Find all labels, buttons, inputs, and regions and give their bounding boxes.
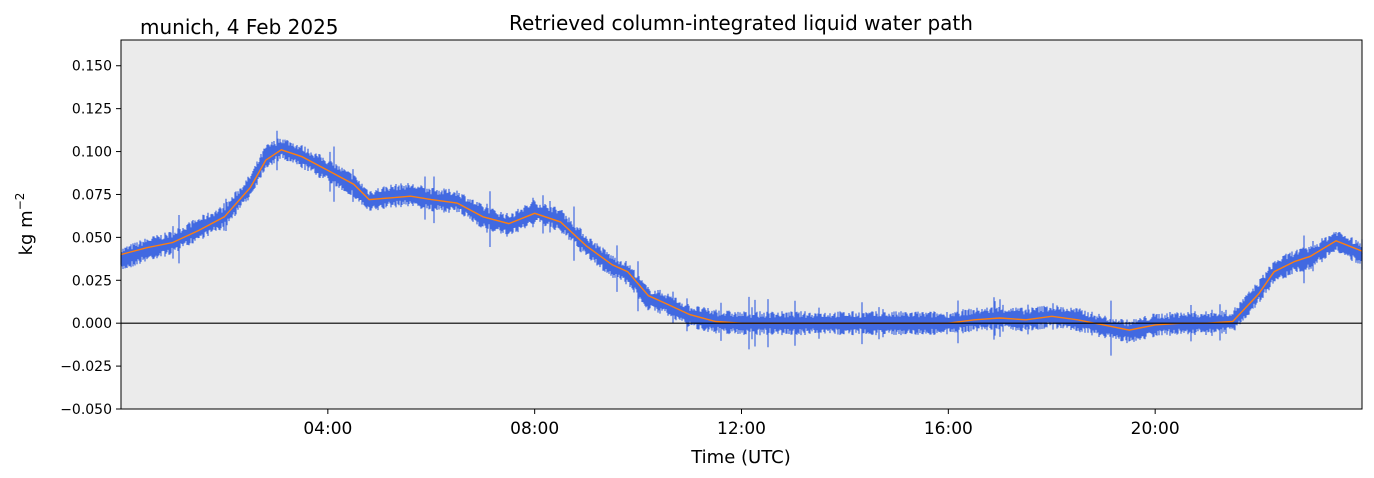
y-tick-label: 0.000 <box>72 316 112 332</box>
x-tick-label: 20:00 <box>1131 419 1180 439</box>
y-tick-label: 0.125 <box>72 102 112 118</box>
y-tick-label: 0.150 <box>72 59 112 75</box>
y-tick-label: −0.050 <box>60 402 112 418</box>
y-tick-label: 0.075 <box>72 187 112 203</box>
x-tick-label: 12:00 <box>717 419 766 439</box>
y-axis-title-exponent: −2 <box>13 193 27 211</box>
y-tick-label: 0.100 <box>72 145 112 161</box>
y-axis-title-unit: kg m <box>16 210 37 255</box>
plot-background <box>121 40 1362 409</box>
x-axis-title: Time (UTC) <box>690 447 791 468</box>
y-tick-label: 0.050 <box>72 230 112 246</box>
y-tick-label: 0.025 <box>72 273 112 289</box>
location-date-label: munich, 4 Feb 2025 <box>140 15 339 39</box>
y-tick-label: −0.025 <box>60 359 112 375</box>
chart-title: Retrieved column-integrated liquid water… <box>509 11 973 35</box>
x-axis-ticks: 04:00 08:00 12:00 16:00 20:00 <box>303 409 1180 439</box>
y-axis-title: kg m−2 <box>13 193 37 256</box>
x-tick-label: 16:00 <box>924 419 973 439</box>
x-tick-label: 04:00 <box>303 419 352 439</box>
x-tick-label: 08:00 <box>510 419 559 439</box>
y-axis-ticks: −0.050 −0.025 0.000 0.025 0.050 0.075 0.100 0.1… <box>60 59 121 418</box>
